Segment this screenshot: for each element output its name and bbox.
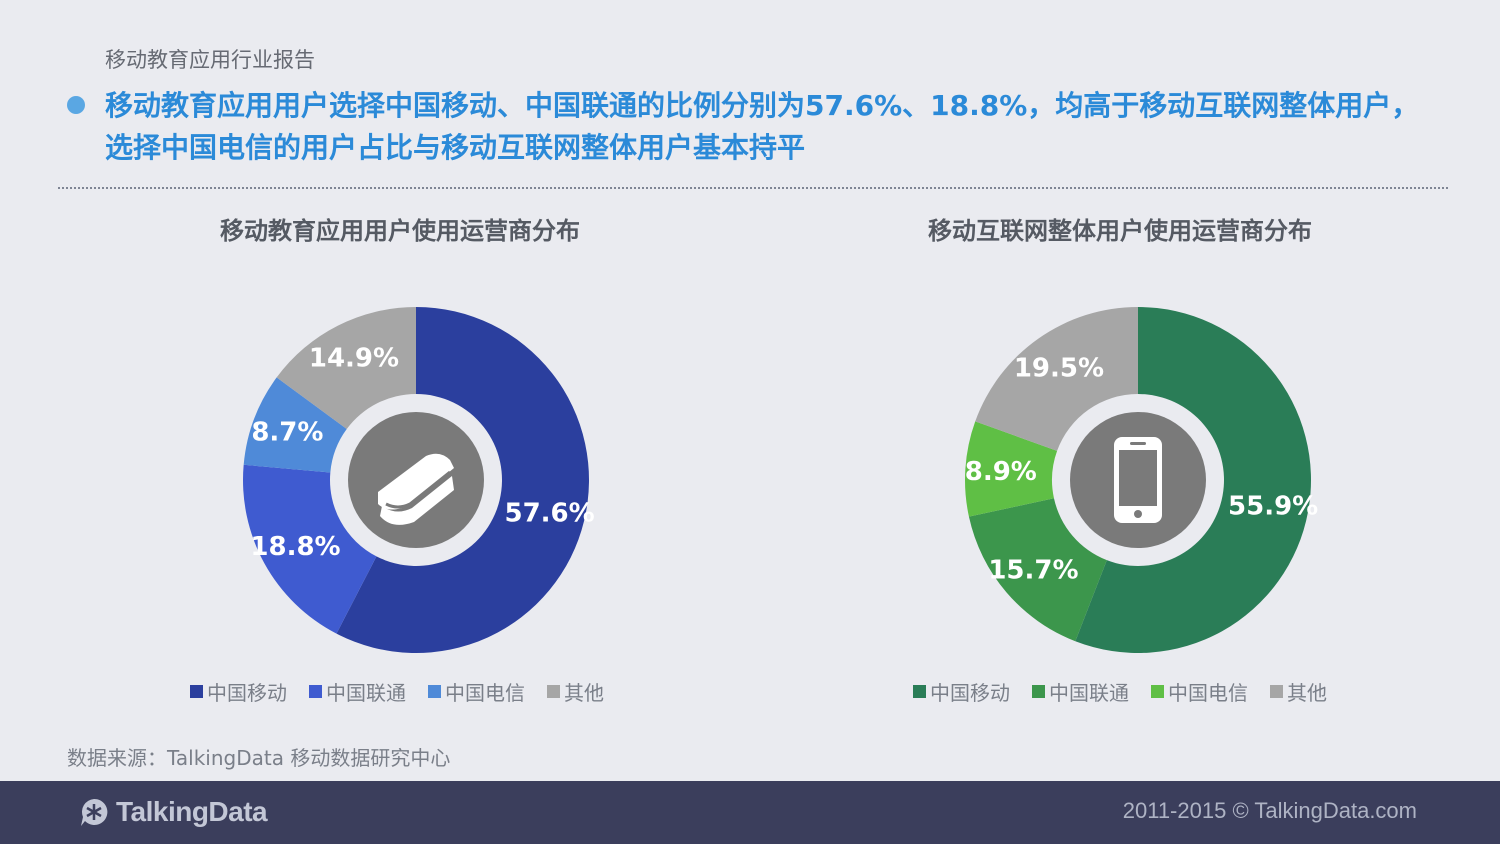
donut-slice-1-2 [965, 421, 1058, 517]
legend-item-1-1: 中国联通 [1032, 677, 1129, 706]
talkingdata-logo-icon [81, 798, 108, 826]
legend-item-0-1: 中国联通 [309, 677, 406, 706]
slice-label-1-2: 8.9% [965, 457, 1037, 487]
legend-swatch [913, 684, 926, 698]
slice-label-0-1: 18.8% [250, 532, 340, 562]
chart-title-overall: 移动互联网整体用户使用运营商分布 [928, 217, 1312, 245]
legend-swatch [190, 684, 203, 698]
donut-slice-1-1 [968, 498, 1107, 642]
logo-text: TalkingData [116, 796, 268, 827]
legend-label: 中国电信 [1168, 680, 1248, 705]
legend-label: 其他 [1287, 680, 1327, 705]
legend-swatch [1151, 684, 1164, 698]
legend-item-0-3: 其他 [547, 677, 604, 706]
slice-label-1-0: 55.9% [1228, 491, 1318, 521]
legend-label: 其他 [564, 680, 604, 705]
slice-label-1-3: 19.5% [1014, 354, 1104, 384]
copyright: 2011-2015 © TalkingData.com [1122, 798, 1417, 823]
donut-slice-1-3 [975, 307, 1138, 451]
donut-slice-1-0 [1075, 307, 1311, 653]
legend-swatch [309, 684, 322, 698]
data-source: 数据来源：TalkingData 移动数据研究中心 [67, 746, 451, 770]
slice-label-0-2: 8.7% [251, 417, 323, 447]
legend-item-1-0: 中国移动 [913, 677, 1010, 706]
slice-label-0-0: 57.6% [504, 499, 594, 529]
legend-item-1-3: 其他 [1270, 677, 1327, 706]
legend-label: 中国联通 [1049, 680, 1129, 705]
chart-title-education: 移动教育应用用户使用运营商分布 [220, 217, 580, 245]
talkingdata-logo: TalkingData [78, 794, 268, 830]
slice-label-1-1: 15.7% [988, 555, 1078, 585]
donut-chart-education: 57.6% 18.8% 8.7% 14.9% [242, 307, 595, 653]
legend-item-1-2: 中国电信 [1151, 677, 1248, 706]
legend-swatch [1032, 684, 1045, 698]
slice-label-0-3: 14.9% [309, 343, 399, 373]
legend-swatch [547, 684, 560, 698]
legend-label: 中国电信 [445, 680, 525, 705]
donut-slice-0-3 [276, 307, 416, 430]
book-icon [378, 453, 454, 525]
legend-item-0-2: 中国电信 [428, 677, 525, 706]
legend-education: 中国移动 中国联通 中国电信 其他 [190, 677, 604, 705]
donut-slice-0-0 [336, 307, 589, 653]
legend-overall: 中国移动 中国联通 中国电信 其他 [913, 677, 1327, 705]
legend-swatch [1270, 684, 1283, 698]
legend-swatch [428, 684, 441, 698]
legend-item-0-0: 中国移动 [190, 677, 287, 706]
smartphone-icon [1114, 437, 1162, 523]
donut-slice-0-2 [243, 377, 347, 473]
donut-chart-overall: 55.9% 15.7% 8.9% 19.5% [965, 307, 1318, 653]
bullet-dot [67, 96, 85, 114]
headline: 移动教育应用用户选择中国移动、中国联通的比例分别为57.6%、18.8%，均高于… [105, 89, 1420, 164]
legend-label: 中国移动 [930, 680, 1010, 705]
footer-bar: TalkingData 2011-2015 © TalkingData.com [0, 781, 1500, 844]
donut-slice-0-1 [242, 464, 377, 634]
legend-label: 中国移动 [207, 680, 287, 705]
report-name: 移动教育应用行业报告 [105, 48, 315, 72]
legend-label: 中国联通 [326, 680, 406, 705]
dotted-divider [58, 187, 1448, 189]
